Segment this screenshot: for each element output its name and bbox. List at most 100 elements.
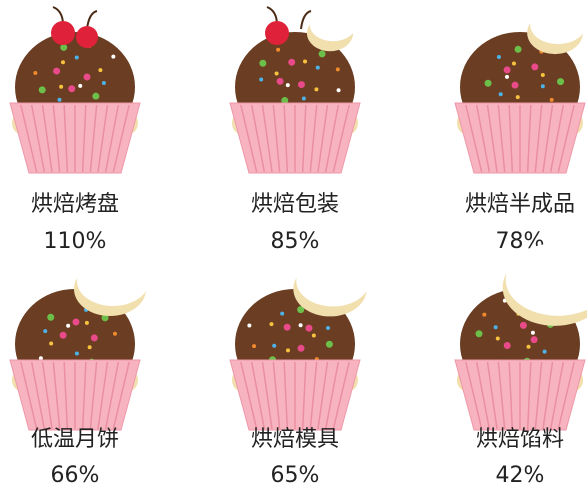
sprinkle — [530, 336, 538, 344]
cherry — [76, 26, 98, 48]
sprinkle — [511, 61, 516, 66]
sprinkle — [78, 83, 83, 88]
wrapper-stripe — [261, 104, 273, 173]
wrapper-stripe — [508, 361, 514, 430]
sprinkle — [503, 66, 511, 74]
sprinkle — [515, 95, 520, 100]
sprinkle — [276, 77, 284, 85]
sprinkle — [252, 344, 257, 349]
wrapper-stripe — [81, 104, 87, 173]
sprinkle — [57, 97, 62, 102]
wrapper-stripe — [526, 361, 532, 430]
sprinkle — [519, 321, 527, 329]
sprinkle — [482, 312, 487, 317]
sprinkle — [283, 323, 291, 331]
wrapper-stripe — [534, 104, 543, 173]
sprinkle — [505, 74, 510, 79]
sprinkle — [305, 324, 313, 332]
sprinkle — [496, 54, 501, 59]
sprinkle — [288, 58, 296, 66]
wrapper-stripe — [309, 104, 318, 173]
wrapper-stripe — [240, 104, 258, 173]
wrapper-stripe — [301, 104, 307, 173]
wrapper-stripe — [261, 361, 273, 430]
sprinkle — [61, 60, 66, 65]
sprinkle — [484, 79, 492, 87]
sprinkle — [38, 356, 43, 361]
wrapper-stripe — [81, 361, 87, 430]
sprinkle — [297, 81, 305, 89]
wrapper-stripe — [475, 361, 491, 430]
wrapper-stripe — [486, 361, 498, 430]
sprinkle — [43, 329, 48, 334]
category-label: 烘焙包装 — [251, 192, 339, 217]
wrapper-stripe — [301, 361, 307, 430]
sprinkle — [83, 73, 91, 81]
sprinkle — [493, 325, 498, 330]
wrapper-stripe — [104, 361, 120, 430]
wrapper-stripe — [549, 361, 565, 430]
sprinkle — [47, 313, 55, 321]
value-label: 42% — [496, 463, 545, 488]
wrapper-stripe — [332, 104, 350, 173]
sprinkle — [549, 97, 554, 102]
sprinkle — [98, 68, 103, 73]
wrapper-stripe — [20, 361, 38, 430]
wrapper-stripe — [317, 104, 329, 173]
cupcake — [9, 256, 149, 431]
wrapper-stripe — [112, 104, 130, 173]
sprinkle — [87, 345, 92, 350]
wrapper-stripe — [497, 104, 506, 173]
cupcake — [9, 6, 141, 174]
sprinkle — [298, 323, 303, 328]
sprinkle — [90, 334, 98, 342]
value-label: 65% — [271, 463, 320, 488]
cupcake — [229, 6, 361, 174]
sprinkle — [526, 344, 531, 349]
wrapper-stripe — [272, 104, 281, 173]
sprinkle — [38, 86, 46, 94]
wrapper-stripe — [97, 361, 109, 430]
sprinkle — [285, 83, 290, 88]
sprinkle — [297, 306, 305, 314]
bite — [309, 9, 357, 42]
wrapper-stripe — [475, 104, 491, 173]
wrapper-stripe — [324, 361, 340, 430]
wrapper-stripe — [526, 104, 532, 173]
wrapper-stripe — [534, 361, 543, 430]
sprinkle — [259, 59, 267, 67]
sprinkle — [498, 92, 503, 97]
wrapper-stripe — [41, 104, 53, 173]
cupcake — [229, 255, 370, 431]
sprinkle — [274, 71, 279, 76]
sprinkle — [557, 78, 565, 86]
sprinkle — [303, 59, 308, 64]
bite — [530, 5, 586, 45]
category-label: 低温月饼 — [31, 427, 119, 452]
category-label: 烘焙模具 — [251, 427, 339, 452]
sprinkle — [84, 320, 89, 325]
sprinkle — [66, 323, 71, 328]
wrapper-stripe — [309, 361, 318, 430]
sprinkle — [311, 333, 316, 338]
sprinkle — [297, 344, 305, 352]
sprinkle — [276, 47, 281, 52]
wrapper-stripe — [465, 361, 483, 430]
wrapper-stripe — [20, 104, 38, 173]
wrapper-stripe — [542, 104, 554, 173]
sprinkle — [269, 322, 274, 327]
sprinkle — [112, 331, 117, 336]
wrapper-stripe — [240, 361, 258, 430]
wrapper-stripe — [324, 104, 340, 173]
wrapper-stripe — [250, 361, 266, 430]
wrapper-stripe — [250, 104, 266, 173]
wrapper-stripe — [283, 361, 289, 430]
sprinkle — [74, 351, 79, 356]
sprinkle — [540, 84, 545, 89]
sprinkle — [514, 45, 522, 53]
bite — [296, 255, 370, 307]
bite — [505, 242, 587, 316]
sprinkle — [280, 311, 285, 316]
category-label: 烘焙馅料 — [476, 427, 564, 452]
sprinkle — [503, 342, 511, 350]
